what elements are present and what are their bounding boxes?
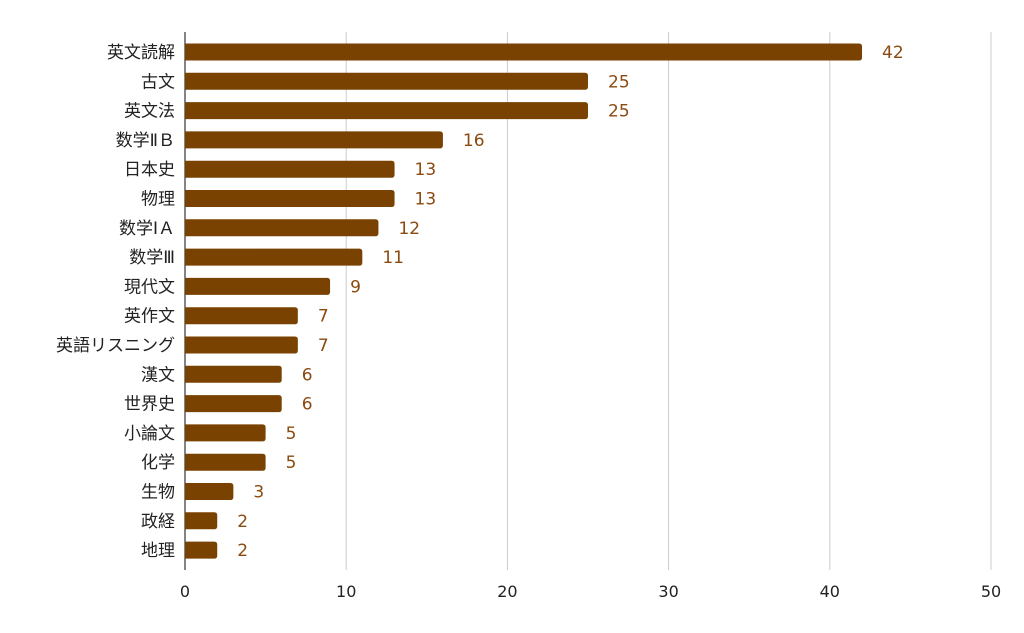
data-label: 9 <box>350 277 361 297</box>
bar <box>185 43 863 61</box>
x-tick-label: 30 <box>658 582 678 601</box>
category-label: 数学ⅠＡ <box>119 219 175 239</box>
data-label: 13 <box>415 160 437 180</box>
bar <box>185 277 331 295</box>
bar <box>185 365 282 383</box>
gridlines <box>345 32 992 570</box>
bar <box>185 72 588 90</box>
data-label: 5 <box>286 424 297 444</box>
data-label: 7 <box>318 336 329 356</box>
category-label: 数学Ⅲ <box>129 248 175 268</box>
bar <box>185 336 298 354</box>
data-label: 2 <box>237 512 248 532</box>
category-label: 世界史 <box>124 395 175 415</box>
bar <box>185 307 298 325</box>
category-label: 古文 <box>141 72 175 92</box>
x-tick-label: 10 <box>336 582 356 601</box>
bar <box>185 395 282 413</box>
category-label: 英作文 <box>124 307 175 327</box>
x-tick-labels: 0 10 20 30 40 50 <box>180 582 1001 601</box>
data-label: 16 <box>463 131 485 151</box>
data-label: 25 <box>608 102 630 122</box>
bar <box>185 541 218 559</box>
data-label: 6 <box>302 395 313 415</box>
category-label: 数学ⅡＢ <box>116 131 175 151</box>
bar <box>185 160 395 178</box>
data-label: 6 <box>302 365 313 385</box>
category-label: 日本史 <box>124 160 175 180</box>
bar <box>185 131 443 149</box>
category-label: 物理 <box>141 190 175 210</box>
x-tick-label: 20 <box>497 582 517 601</box>
data-label: 25 <box>608 72 630 92</box>
category-label: 英文読解 <box>107 43 175 63</box>
bar <box>185 512 218 530</box>
data-label: 42 <box>882 43 904 63</box>
bar <box>185 102 588 120</box>
bar <box>185 219 379 237</box>
bar <box>185 190 395 207</box>
data-label: 7 <box>318 307 329 327</box>
category-label: 政経 <box>141 512 175 532</box>
category-label: 現代文 <box>124 277 175 297</box>
x-tick-label: 50 <box>981 582 1001 601</box>
x-tick-label: 40 <box>820 582 840 601</box>
bars <box>185 43 863 559</box>
data-label: 11 <box>382 248 404 268</box>
bar <box>185 483 234 500</box>
data-label: 12 <box>398 219 420 239</box>
category-label: 英文法 <box>124 102 175 122</box>
data-label: 5 <box>286 453 297 473</box>
category-label: 化学 <box>141 453 175 473</box>
bar <box>185 424 266 442</box>
data-label: 2 <box>237 541 248 561</box>
category-label: 生物 <box>141 483 175 503</box>
category-label: 小論文 <box>124 424 175 444</box>
bar <box>185 453 266 471</box>
category-label: 地理 <box>141 541 175 561</box>
data-label: 13 <box>415 190 437 210</box>
x-tick-label: 0 <box>180 582 190 601</box>
category-label: 英語リスニング <box>56 336 175 356</box>
bar <box>185 248 363 266</box>
category-label: 漢文 <box>141 365 175 385</box>
data-label: 3 <box>253 483 264 503</box>
